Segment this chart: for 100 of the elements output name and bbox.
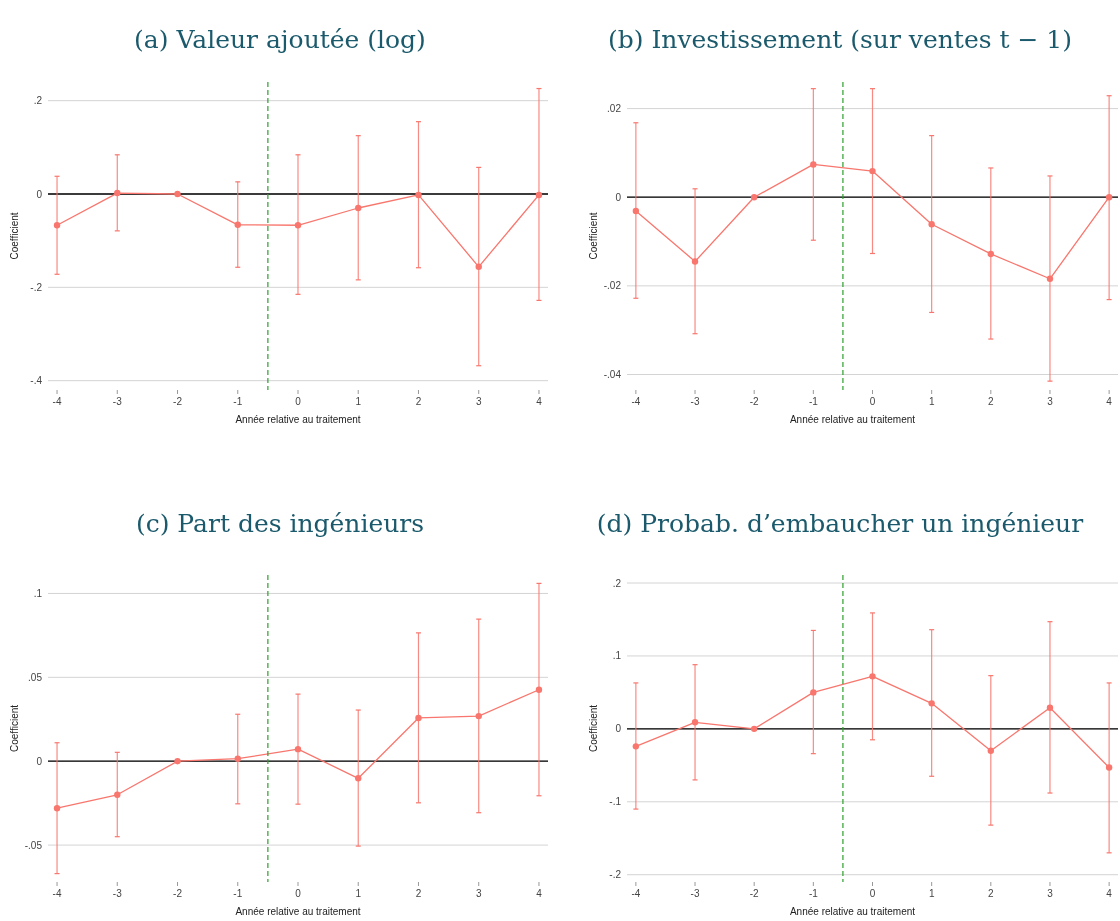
x-tick-label: 0 (869, 888, 876, 899)
x-tick-label: 3 (1047, 396, 1054, 407)
x-tick-label: 2 (415, 396, 422, 407)
point (869, 673, 876, 680)
y-tick-label: 0 (615, 191, 622, 203)
y-tick-label: 0 (615, 723, 622, 735)
point (415, 714, 422, 722)
x-tick-label: -4 (631, 888, 641, 899)
chart-title: (a) Valeur ajoutée (log) (134, 25, 426, 54)
x-tick-label: -3 (690, 888, 700, 899)
x-tick-label: -1 (808, 888, 819, 899)
y-tick-label: -.05 (24, 839, 43, 851)
point (869, 167, 876, 175)
point (355, 204, 362, 212)
point (174, 758, 181, 765)
y-axis-title: Coefficient (9, 212, 20, 260)
point (928, 221, 935, 228)
x-tick-label: -3 (112, 888, 123, 899)
point (294, 745, 302, 753)
x-tick-label: 4 (1106, 396, 1113, 407)
point (114, 189, 121, 197)
x-tick-label: 1 (355, 396, 362, 407)
point (415, 191, 422, 199)
x-axis-title: Année relative au traitement (235, 906, 361, 917)
x-tick-label: -4 (52, 888, 62, 899)
point (1046, 704, 1054, 711)
y-axis-title: Coefficient (588, 704, 599, 753)
x-axis-title: Année relative au traitement (235, 414, 361, 425)
x-tick-label: 2 (988, 888, 995, 899)
point (691, 258, 699, 265)
y-tick-label: -.2 (609, 869, 622, 881)
x-tick-label: 0 (869, 396, 876, 407)
x-tick-label: -4 (52, 396, 62, 407)
chart-title: (d) Probab. d’embaucher un ingénieur (596, 509, 1084, 538)
y-tick-label: .05 (28, 671, 43, 683)
x-tick-label: 3 (475, 888, 482, 899)
point (475, 712, 482, 720)
point (174, 190, 181, 198)
x-tick-label: -2 (173, 396, 183, 407)
x-tick-label: 0 (295, 396, 302, 407)
point (632, 743, 640, 750)
x-tick-label: -4 (631, 396, 641, 407)
x-tick-label: -2 (749, 888, 760, 899)
x-tick-label: 1 (928, 888, 935, 899)
point (632, 207, 640, 215)
x-tick-label: 3 (475, 396, 482, 407)
point (535, 191, 543, 199)
x-tick-label: -3 (690, 396, 700, 407)
y-tick-label: .1 (33, 587, 43, 599)
chart-title: (c) Part des ingénieurs (135, 509, 425, 538)
y-tick-label: .2 (33, 95, 43, 107)
x-tick-label: 4 (536, 396, 543, 407)
x-tick-label: 2 (415, 888, 422, 899)
point (114, 791, 121, 798)
point (234, 221, 241, 228)
x-tick-label: 4 (1106, 888, 1113, 899)
x-tick-label: 3 (1047, 888, 1054, 899)
point (928, 700, 935, 707)
point (1105, 194, 1113, 201)
point (535, 686, 543, 693)
x-tick-label: 1 (355, 888, 362, 899)
point (750, 725, 758, 733)
y-tick-label: -.04 (603, 368, 622, 380)
point (750, 194, 758, 201)
x-tick-label: -1 (233, 396, 243, 407)
x-tick-label: -1 (808, 396, 819, 407)
point (355, 775, 362, 782)
chart-title: (b) Investissement (sur ventes t − 1) (607, 25, 1073, 54)
x-tick-label: 0 (295, 888, 302, 899)
y-tick-label: .2 (612, 577, 622, 589)
x-axis-title: Année relative au traitement (789, 414, 916, 425)
point (475, 263, 482, 270)
x-tick-label: -3 (112, 396, 123, 407)
point (294, 222, 302, 229)
point (234, 755, 241, 762)
y-axis-title: Coefficient (588, 212, 599, 260)
y-tick-label: 0 (36, 755, 43, 767)
point (987, 747, 995, 754)
x-tick-label: 4 (536, 888, 543, 899)
x-tick-label: -2 (749, 396, 760, 407)
y-tick-label: 0 (36, 188, 43, 200)
y-tick-label: .1 (612, 650, 622, 662)
x-tick-label: -2 (173, 888, 183, 899)
point (810, 689, 817, 696)
y-tick-label: -.4 (30, 375, 43, 387)
point (53, 804, 61, 812)
point (1046, 275, 1054, 282)
point (53, 222, 61, 229)
x-axis-title: Année relative au traitement (789, 906, 916, 917)
x-tick-label: 1 (928, 396, 935, 407)
x-tick-label: 2 (988, 396, 995, 407)
point (810, 161, 817, 168)
y-tick-label: -.2 (30, 281, 43, 293)
y-tick-label: -.02 (603, 280, 622, 292)
point (1105, 764, 1113, 771)
y-tick-label: -.1 (609, 796, 622, 808)
y-axis-title: Coefficient (9, 704, 20, 753)
y-tick-label: .02 (607, 103, 622, 115)
x-tick-label: -1 (233, 888, 243, 899)
point (987, 250, 995, 258)
